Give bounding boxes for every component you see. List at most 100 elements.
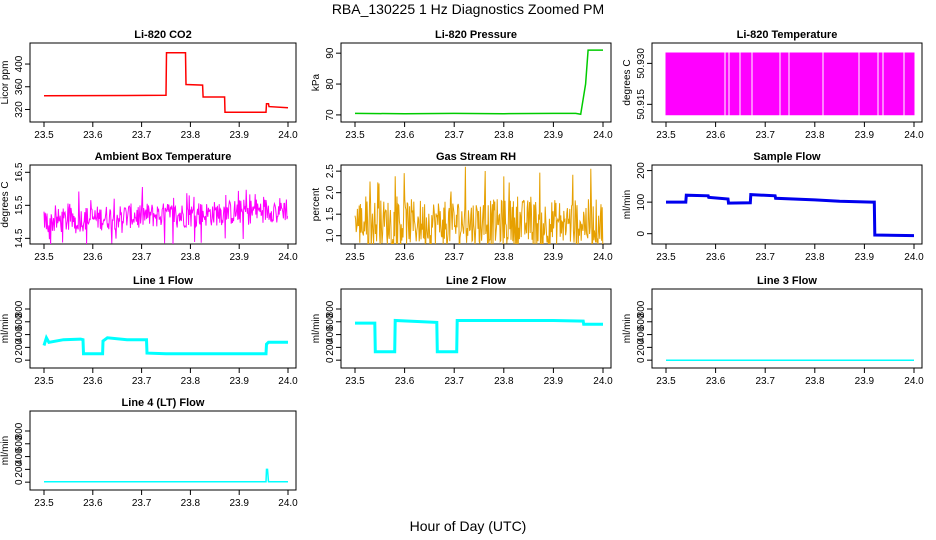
y-tick-label: 800 <box>325 300 336 317</box>
y-tick-label: 100 <box>636 193 647 210</box>
line2-flow-series <box>355 318 603 354</box>
x-tick-label: 23.8 <box>181 252 201 263</box>
x-tick-label: 23.5 <box>656 376 676 387</box>
x-tick-label: 23.5 <box>34 498 54 509</box>
panel-title: Li-820 Temperature <box>737 29 838 41</box>
line3-flow-panel: Line 3 Flow 23.5 23.6 23.7 23.8 23.9 24.0 02004… <box>622 275 924 387</box>
li820-temperature-series <box>665 52 915 116</box>
y-tick-label: 400 <box>14 55 25 72</box>
plot-frame <box>651 42 923 123</box>
y-tick-label: 600 <box>325 313 336 330</box>
x-tick-label: 23.7 <box>755 130 775 141</box>
panel-title: Ambient Box Temperature <box>95 151 232 163</box>
x-tick-label: 24.0 <box>904 130 924 141</box>
x-tick-label: 23.8 <box>494 130 514 141</box>
y-axis-label: ml/min <box>0 314 11 343</box>
gas-stream-rh-trace <box>354 166 604 244</box>
y-tick-label: 2.0 <box>325 185 336 199</box>
li820-pressure-series <box>354 49 603 116</box>
x-tick-label: 23.8 <box>494 252 514 263</box>
line2-flow-trace <box>355 318 603 354</box>
plot-frame <box>340 288 612 369</box>
ambient-box-temperature-trace <box>43 186 289 244</box>
y-tick-label: 15.5 <box>14 195 25 215</box>
li820-pressure-trace <box>354 49 603 116</box>
x-tick-label: 23.9 <box>544 376 564 387</box>
y-tick-label: 14.5 <box>14 228 25 248</box>
x-tick-label: 24.0 <box>278 130 298 141</box>
ambient-box-temperature-series <box>43 186 289 244</box>
x-tick-label: 23.7 <box>444 252 464 263</box>
line1-flow-trace <box>42 334 288 356</box>
x-tick-label: 23.5 <box>656 130 676 141</box>
plot-frame <box>340 42 612 123</box>
x-tick-label: 24.0 <box>904 252 924 263</box>
line4-lt-flow-trace <box>44 468 288 483</box>
y-axis-label: ml/min <box>622 190 633 219</box>
x-tick-label: 23.8 <box>181 130 201 141</box>
x-tick-label: 23.9 <box>229 130 249 141</box>
y-tick-label: 50.930 <box>636 48 647 79</box>
x-tick-label: 23.9 <box>544 252 564 263</box>
li820-pressure-panel: Li-820 Pressure 23.5 23.6 23.7 23.8 23.9 24.0 7… <box>311 29 613 141</box>
plot-frame <box>29 410 297 491</box>
panel-title: Li-820 Pressure <box>435 29 517 41</box>
y-tick-label: 200 <box>636 339 647 356</box>
x-tick-label: 23.7 <box>755 376 775 387</box>
li820-co2-panel: Li-820 CO2 23.5 23.6 23.7 23.8 23.9 24.0 320 360… <box>0 29 298 141</box>
x-tick-label: 23.7 <box>132 376 152 387</box>
plot-frame <box>29 288 297 369</box>
x-tick-label: 23.6 <box>706 376 726 387</box>
y-axis-label: Licor ppm <box>0 61 11 105</box>
sample-flow-series <box>666 193 915 238</box>
x-tick-label: 23.8 <box>805 376 825 387</box>
y-tick-label: 360 <box>14 78 25 95</box>
x-tick-label: 23.6 <box>706 252 726 263</box>
x-tick-label: 23.9 <box>855 130 875 141</box>
x-tick-label: 23.6 <box>395 376 415 387</box>
plot-frame <box>29 42 297 123</box>
y-axis-label: degrees C <box>622 59 633 105</box>
line4-lt-flow-panel: Line 4 (LT) Flow 23.5 23.6 23.7 23.8 23.9 24.0… <box>0 397 298 509</box>
x-tick-label: 24.0 <box>593 252 613 263</box>
plot-frame <box>651 164 923 245</box>
x-tick-label: 23.5 <box>345 376 365 387</box>
x-tick-label: 23.9 <box>855 252 875 263</box>
y-tick-label: 70 <box>325 109 336 121</box>
y-tick-label: 800 <box>14 422 25 439</box>
y-tick-label: 1.0 <box>325 228 336 242</box>
x-axis-caption: Hour of Day (UTC) <box>409 518 527 534</box>
x-tick-label: 23.6 <box>83 498 103 509</box>
y-tick-label: 80 <box>325 78 336 90</box>
x-tick-label: 23.6 <box>395 252 415 263</box>
panel-title: Li-820 CO2 <box>134 29 191 41</box>
panel-title: Line 1 Flow <box>133 275 193 287</box>
y-tick-label: 0 <box>636 357 647 363</box>
y-tick-label: 200 <box>14 461 25 478</box>
y-tick-label: 200 <box>325 339 336 356</box>
y-axis-label: ml/min <box>311 314 322 343</box>
panel-title: Line 4 (LT) Flow <box>122 397 205 409</box>
gas-stream-rh-panel: Gas Stream RH 23.5 23.6 23.7 23.8 23.9 24.0 1.0… <box>311 151 613 263</box>
x-tick-label: 23.7 <box>444 376 464 387</box>
y-tick-label: 600 <box>14 435 25 452</box>
x-tick-label: 23.8 <box>181 376 201 387</box>
y-tick-label: 1.5 <box>325 207 336 221</box>
x-tick-label: 23.9 <box>229 376 249 387</box>
y-tick-label: 2.5 <box>325 164 336 178</box>
panel-title: Sample Flow <box>753 151 821 163</box>
sample-flow-panel: Sample Flow 23.5 23.6 23.7 23.8 23.9 24.0 0 100 2… <box>622 151 924 263</box>
x-tick-label: 23.7 <box>132 252 152 263</box>
plot-frame <box>340 164 612 245</box>
line1-flow-panel: Line 1 Flow 23.5 23.6 23.7 23.8 23.9 24.0 02004… <box>0 275 298 387</box>
sample-flow-trace <box>666 193 915 238</box>
x-tick-label: 23.5 <box>34 130 54 141</box>
x-tick-label: 23.9 <box>229 498 249 509</box>
x-tick-label: 23.7 <box>444 130 464 141</box>
y-tick-label: 200 <box>14 339 25 356</box>
x-tick-label: 23.7 <box>132 498 152 509</box>
line4-lt-flow-series <box>44 468 288 483</box>
y-tick-label: 600 <box>14 313 25 330</box>
y-axis-label: ml/min <box>0 436 11 465</box>
